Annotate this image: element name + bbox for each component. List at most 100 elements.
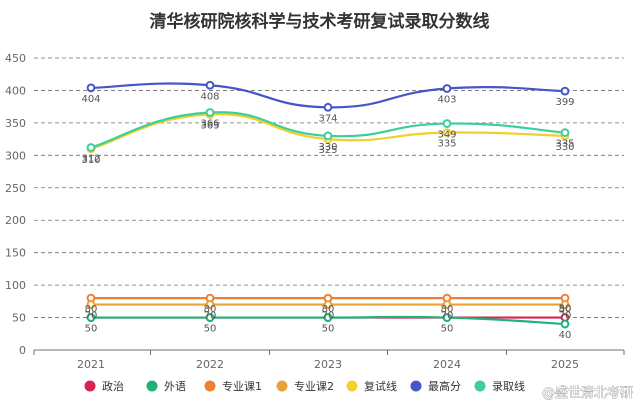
data-label: 70 (322, 311, 335, 322)
y-tick-label: 450 (5, 52, 26, 65)
data-label: 50 (204, 324, 217, 335)
legend-label: 政治 (102, 379, 124, 393)
data-label: 80 (204, 304, 217, 315)
legend-marker (84, 380, 96, 392)
data-label: 408 (200, 91, 219, 102)
data-point[interactable] (560, 128, 570, 138)
x-tick-label: 2022 (196, 358, 224, 371)
data-label: 374 (318, 113, 337, 124)
legend-marker (276, 380, 288, 392)
data-point[interactable] (323, 300, 333, 309)
data-point[interactable] (86, 313, 96, 322)
data-point[interactable] (323, 102, 333, 112)
data-label: 50 (85, 324, 98, 335)
data-label: 349 (437, 130, 456, 141)
data-label: 70 (441, 311, 454, 322)
y-tick-label: 0 (19, 344, 26, 357)
data-point[interactable] (205, 300, 215, 309)
data-labels: 4043123108070504083663638070503743303258… (81, 91, 574, 341)
x-tick-label: 2025 (551, 358, 579, 371)
data-label: 330 (555, 142, 574, 153)
legend-item[interactable]: 外语 (146, 380, 187, 393)
data-label: 50 (322, 324, 335, 335)
legend-item[interactable]: 政治 (84, 379, 125, 393)
data-label: 312 (81, 154, 100, 165)
data-point[interactable] (205, 108, 215, 117)
data-label: 70 (204, 311, 217, 322)
legend-marker (410, 380, 422, 392)
x-tick-label: 2023 (314, 358, 342, 371)
data-label: 50 (559, 304, 572, 315)
data-label: 50 (441, 324, 454, 335)
data-label: 70 (559, 311, 572, 322)
data-point[interactable] (86, 143, 96, 152)
legend-item[interactable]: 复试线 (346, 379, 398, 393)
data-label: 310 (81, 155, 100, 166)
data-point[interactable] (86, 83, 96, 93)
data-label: 404 (81, 94, 100, 105)
legend-item[interactable]: 最高分 (410, 379, 462, 393)
y-tick-label: 300 (5, 149, 26, 162)
legend-label: 专业课2 (294, 379, 334, 393)
data-point[interactable] (86, 300, 96, 309)
watermark: @盛世清北考研 (542, 386, 633, 401)
legend-marker (204, 380, 216, 392)
data-label: 80 (322, 304, 335, 315)
data-point[interactable] (560, 86, 570, 96)
y-tick-label: 400 (5, 84, 26, 97)
legend-label: 最高分 (428, 379, 461, 393)
data-label: 366 (200, 119, 219, 130)
series-外语 (86, 313, 570, 329)
data-label: 403 (437, 94, 456, 105)
data-point[interactable] (442, 128, 452, 138)
data-label: 80 (85, 304, 98, 315)
data-point[interactable] (205, 313, 215, 322)
legend-label: 专业课1 (222, 379, 262, 393)
legend-item[interactable]: 专业课1 (204, 379, 263, 393)
data-point[interactable] (560, 319, 570, 329)
legend-label: 外语 (164, 380, 186, 393)
legend-marker (346, 380, 358, 392)
data-label: 330 (318, 142, 337, 153)
x-tick-label: 2024 (433, 358, 461, 371)
data-label: 335 (555, 139, 574, 150)
series-专业课2 (86, 300, 570, 309)
data-label: 40 (559, 330, 572, 341)
y-tick-label: 250 (5, 182, 26, 195)
series-录取线 (86, 108, 570, 152)
data-label: 399 (555, 97, 574, 108)
legend-label: 复试线 (364, 379, 397, 393)
legend: 政治 外语 专业课1 专业课2 复试线 最高分 录取线 (84, 379, 526, 393)
data-point[interactable] (442, 313, 452, 322)
data-point[interactable] (442, 300, 452, 309)
data-label: 335 (437, 139, 456, 150)
data-point[interactable] (323, 313, 333, 322)
series-group (86, 80, 570, 329)
data-point[interactable] (205, 80, 215, 90)
axes: 0 50 100 150 200 250 300 350 400 450 2021 2022 2023 2… (5, 52, 625, 371)
data-label: 363 (200, 120, 219, 131)
chart-title: 清华核研院核科学与技术考研复试录取分数线 (150, 11, 490, 32)
legend-marker (146, 380, 158, 392)
data-label: 80 (441, 304, 454, 315)
y-tick-label: 50 (12, 312, 26, 325)
data-point[interactable] (442, 119, 452, 128)
legend-item[interactable]: 专业课2 (276, 379, 335, 393)
legend-item[interactable]: 录取线 (474, 379, 526, 393)
data-label: 325 (318, 145, 337, 156)
data-point[interactable] (560, 300, 570, 309)
y-tick-label: 350 (5, 117, 26, 130)
data-label: 70 (85, 311, 98, 322)
y-tick-label: 200 (5, 214, 26, 227)
gridlines (34, 57, 624, 318)
legend-marker (474, 380, 486, 392)
series-最高分 (86, 80, 570, 112)
data-point[interactable] (442, 84, 452, 93)
x-tick-label: 2021 (77, 358, 105, 371)
y-tick-label: 100 (5, 279, 26, 292)
data-point[interactable] (323, 131, 333, 141)
data-label: 80 (559, 304, 572, 315)
y-tick-label: 150 (5, 247, 26, 260)
legend-label: 录取线 (492, 379, 525, 393)
